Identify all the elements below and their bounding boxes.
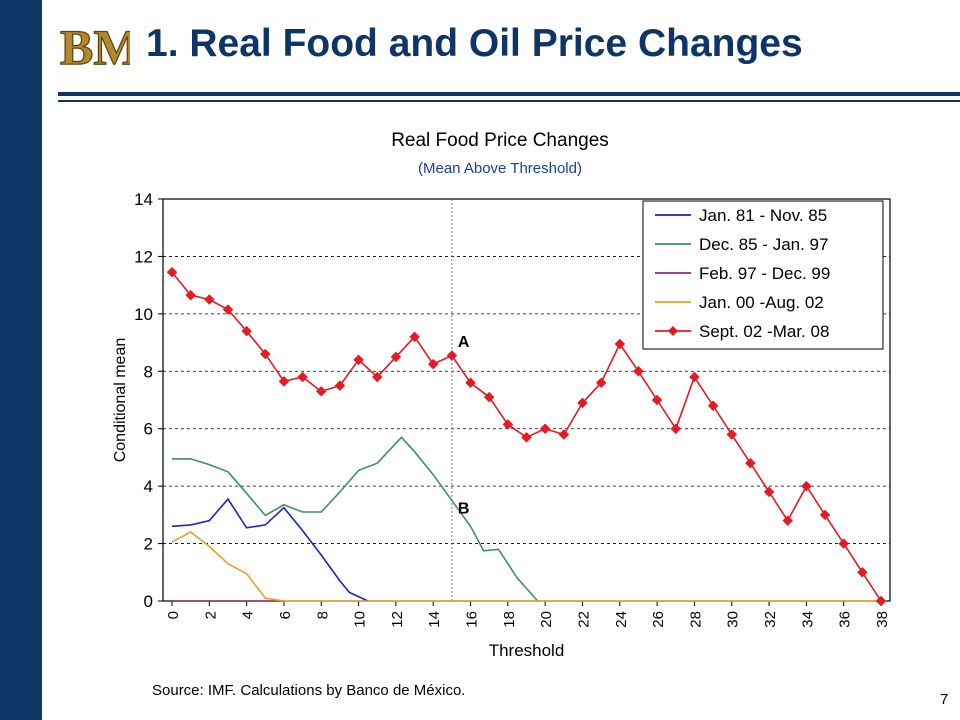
x-tick-label: 8 (314, 611, 331, 619)
data-point (465, 377, 476, 389)
x-tick-label: 12 (389, 611, 406, 628)
data-point (203, 294, 215, 305)
data-point (259, 348, 271, 360)
data-point (763, 486, 775, 498)
x-tick-label: 4 (240, 611, 257, 619)
data-point (782, 515, 794, 526)
x-tick-label: 30 (725, 611, 742, 628)
data-point (371, 371, 383, 383)
data-point (670, 423, 682, 435)
data-point (185, 289, 197, 301)
data-point (353, 354, 364, 366)
legend-label: Feb. 97 - Dec. 99 (699, 264, 830, 283)
x-tick-label: 34 (799, 611, 816, 628)
data-point (278, 375, 290, 387)
x-tick-label: 22 (575, 611, 592, 628)
data-point (875, 595, 887, 607)
legend-label: Dec. 85 - Jan. 97 (699, 235, 828, 254)
data-point (166, 266, 178, 278)
x-tick-label: 2 (202, 611, 219, 619)
x-tick-label: 6 (277, 611, 294, 619)
title-divider (58, 92, 960, 96)
y-tick-label: 0 (144, 592, 153, 611)
y-tick-label: 10 (134, 305, 153, 324)
y-tick-label: 4 (144, 477, 153, 496)
data-point (334, 380, 346, 391)
legend-label: Sept. 02 -Mar. 08 (699, 322, 829, 341)
series-line-1 (171, 497, 369, 602)
y-tick-label: 12 (134, 247, 153, 266)
data-point (446, 350, 458, 361)
x-tick-label: 18 (501, 611, 518, 628)
data-point (745, 457, 756, 469)
banco-de-mexico-logo: BM (59, 18, 130, 75)
data-point (689, 371, 700, 383)
data-point (222, 304, 234, 315)
legend-marker (668, 326, 678, 336)
x-tick-label: 32 (762, 611, 779, 628)
x-tick-label: 20 (538, 611, 555, 628)
left-sidebar-band (0, 0, 42, 720)
x-tick-label: 0 (165, 611, 182, 619)
annotation-a: A (458, 334, 470, 351)
y-tick-label: 8 (144, 362, 153, 381)
legend-label: Jan. 81 - Nov. 85 (699, 206, 827, 225)
x-tick-label: 24 (613, 611, 630, 628)
data-point (427, 358, 439, 370)
data-point (409, 331, 420, 343)
y-axis-label: Conditional mean (112, 338, 129, 463)
x-tick-label: 38 (874, 611, 891, 628)
data-point (315, 386, 327, 397)
data-point (539, 423, 551, 435)
annotation-b: B (458, 500, 470, 517)
legend-label: Jan. 00 -Aug. 02 (699, 293, 824, 312)
data-point (390, 351, 402, 363)
data-point (856, 566, 868, 578)
legend-box (642, 200, 884, 350)
data-point (483, 391, 495, 403)
chart-title: Real Food Price Changes (391, 130, 609, 151)
data-point (633, 365, 644, 377)
x-tick-label: 28 (687, 611, 704, 628)
title-divider-thin (58, 100, 960, 102)
data-point (726, 429, 738, 440)
y-tick-label: 6 (144, 420, 153, 439)
chart-subtitle: (Mean Above Threshold) (418, 160, 582, 177)
svg-text:BM: BM (60, 19, 130, 75)
x-tick-label: 36 (837, 611, 854, 628)
data-point (502, 419, 514, 430)
data-point (297, 371, 308, 383)
x-tick-label: 16 (464, 611, 481, 628)
data-point (577, 397, 588, 409)
data-point (801, 480, 812, 492)
page-number: 7 (940, 691, 949, 708)
source-note: Source: IMF. Calculations by Banco de Mé… (152, 682, 466, 699)
x-tick-label: 26 (650, 611, 667, 628)
data-point (651, 394, 663, 406)
y-tick-label: 14 (134, 190, 153, 209)
data-point (819, 509, 831, 521)
y-tick-label: 2 (144, 535, 153, 554)
slide-title: 1. Real Food and Oil Price Changes (146, 22, 803, 65)
data-point (838, 538, 850, 549)
x-axis-label: Threshold (489, 641, 565, 660)
x-tick-label: 14 (426, 611, 443, 628)
data-point (595, 377, 607, 389)
x-tick-label: 10 (352, 611, 369, 628)
data-point (707, 400, 719, 412)
data-point (614, 338, 626, 350)
series-line-4 (171, 531, 881, 602)
series-line-2 (172, 436, 539, 602)
data-point (521, 431, 532, 443)
data-point (558, 429, 570, 440)
data-point (241, 325, 252, 337)
